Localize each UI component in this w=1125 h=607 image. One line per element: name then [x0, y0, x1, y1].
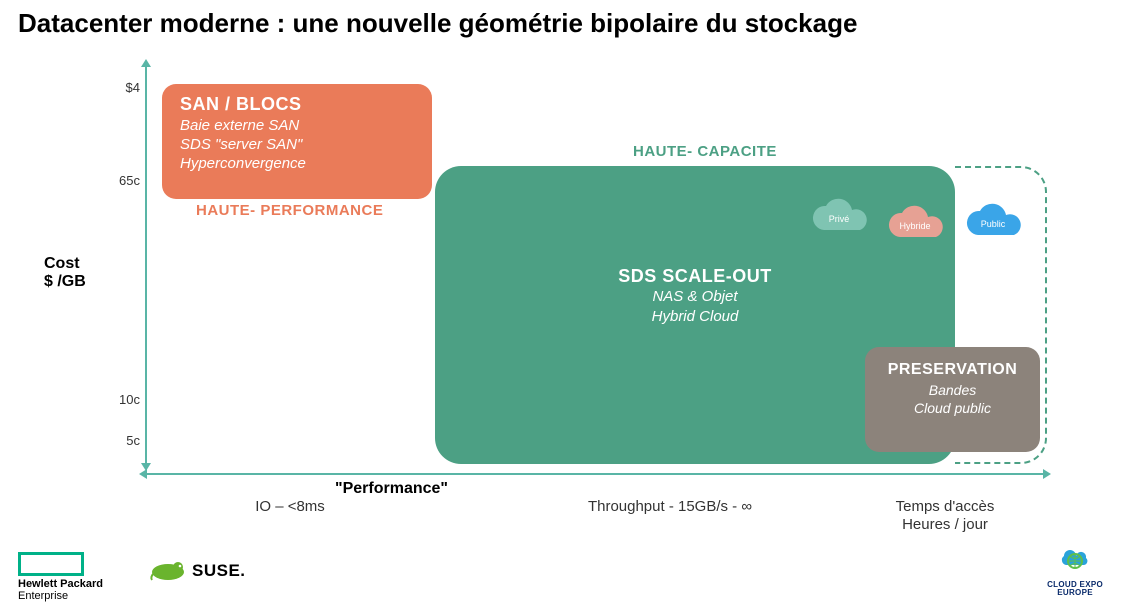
- y-tick: 65c: [96, 173, 140, 188]
- y-axis: [145, 65, 147, 465]
- hpe-logo: Hewlett Packard Enterprise: [18, 552, 103, 602]
- san-title: SAN / BLOCS: [180, 94, 414, 115]
- pres-title: PRESERVATION: [865, 361, 1040, 379]
- haute-capacite-label: HAUTE- CAPACITE: [633, 143, 777, 160]
- pres-sub: Bandes Cloud public: [865, 381, 1040, 417]
- chameleon-icon: [148, 555, 188, 581]
- slide: Datacenter moderne : une nouvelle géomét…: [0, 0, 1125, 607]
- preservation-box: PRESERVATION Bandes Cloud public: [865, 347, 1040, 452]
- x-range-label: IO – <8ms: [190, 498, 390, 516]
- suse-text: SUSE: [192, 561, 240, 581]
- y-tick: 10c: [96, 392, 140, 407]
- cloud-icon-public: Public: [958, 203, 1028, 243]
- haute-performance-label: HAUTE- PERFORMANCE: [196, 202, 383, 219]
- cloud-icon-privé: Privé: [804, 198, 874, 238]
- x-axis: [145, 473, 1045, 475]
- sds-sub: NAS & Objet Hybrid Cloud: [435, 287, 955, 326]
- x-axis-label: "Performance": [335, 480, 448, 498]
- y-axis-label-l1: Cost: [44, 255, 80, 272]
- sds-title: SDS SCALE-OUT: [435, 266, 955, 287]
- x-range-label: Throughput - 15GB/s - ∞: [540, 498, 800, 516]
- y-tick: $4: [96, 80, 140, 95]
- expo-text: CLOUD EXPO EUROPE: [1047, 581, 1103, 598]
- y-axis-label-l2: $ /GB: [44, 273, 86, 290]
- hpe-text: Hewlett Packard Enterprise: [18, 579, 103, 602]
- cloud-expo-logo: CLOUD EXPO EUROPE: [1047, 544, 1103, 598]
- x-range-label: Temps d'accèsHeures / jour: [855, 498, 1035, 534]
- san-box: SAN / BLOCS Baie externe SAN SDS "server…: [162, 84, 432, 199]
- san-sub: Baie externe SAN SDS "server SAN" Hyperc…: [180, 117, 414, 173]
- y-axis-label: Cost $ /GB: [44, 255, 86, 292]
- cloud-icon-hybride: Hybride: [880, 205, 950, 245]
- page-title: Datacenter moderne : une nouvelle géomét…: [18, 8, 857, 39]
- y-tick: 5c: [96, 433, 140, 448]
- hpe-bar-icon: [18, 552, 84, 576]
- globe-cloud-icon: [1058, 544, 1092, 574]
- suse-logo: SUSE.: [148, 555, 245, 581]
